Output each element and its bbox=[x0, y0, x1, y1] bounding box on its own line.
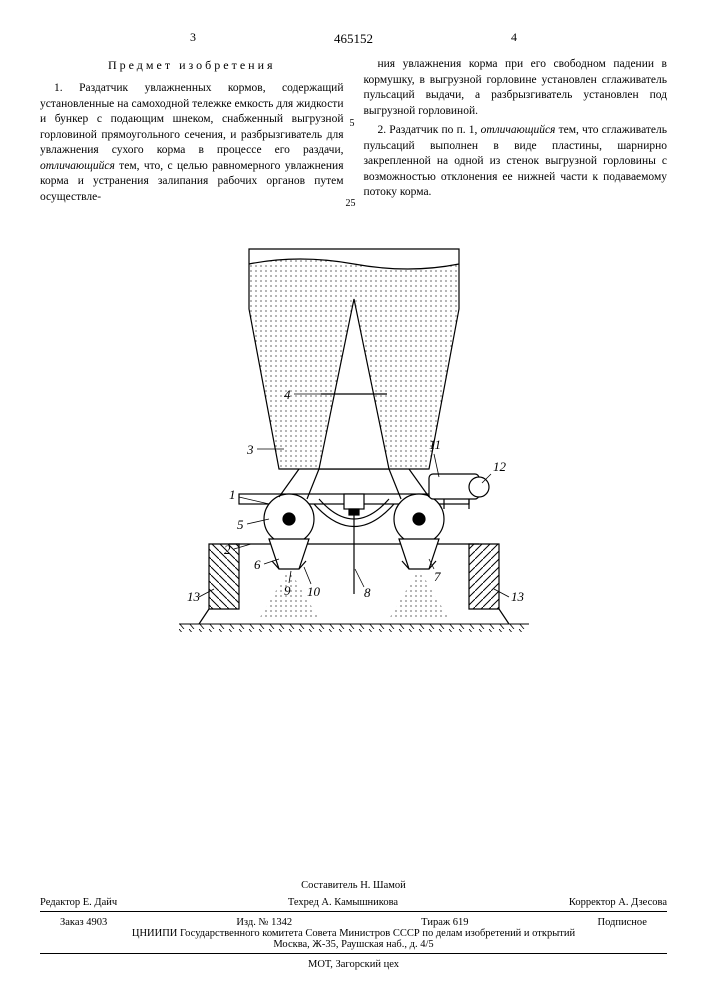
patent-number: 465152 bbox=[40, 31, 667, 47]
label-3: 3 bbox=[246, 442, 254, 457]
label-7: 7 bbox=[434, 569, 441, 584]
figure-container: 4 3 1 5 2 6 9 10 bbox=[40, 239, 667, 644]
claim2-part-b: отличающийся bbox=[481, 124, 556, 136]
left-col-num: 3 bbox=[190, 30, 196, 45]
editor: Редактор Е. Дайч bbox=[40, 897, 117, 908]
claim-1-right: ния увлажнения корма при его свободном п… bbox=[364, 57, 668, 119]
ground bbox=[179, 624, 529, 632]
gutter-number-5: 5 bbox=[350, 117, 355, 131]
label-13-left: 13 bbox=[187, 589, 201, 604]
claim1-part-b: отличающийся bbox=[40, 160, 115, 172]
label-11: 11 bbox=[429, 437, 441, 452]
claim-2: 2. Раздатчик по п. 1, отличающийся тем, … bbox=[364, 123, 668, 201]
izd-num: Изд. № 1342 bbox=[236, 917, 292, 928]
auger-right bbox=[394, 494, 444, 569]
hopper bbox=[249, 249, 459, 469]
right-column: 5 ния увлажнения корма при его свободном… bbox=[364, 57, 668, 209]
auger-left bbox=[264, 494, 314, 569]
claim2-part-a: 2. Раздатчик по п. 1, bbox=[378, 124, 481, 136]
label-6: 6 bbox=[254, 557, 261, 572]
order-num: Заказ 4903 bbox=[60, 917, 107, 928]
label-12: 12 bbox=[493, 459, 507, 474]
tech-editor: Техред А. Камышникова bbox=[288, 897, 398, 908]
claim1-part-a: 1. Раздатчик увлажненных кормов, содержа… bbox=[40, 82, 344, 156]
label-10: 10 bbox=[307, 584, 321, 599]
compiler: Составитель Н. Шамой bbox=[40, 880, 667, 891]
label-13-right: 13 bbox=[511, 589, 525, 604]
label-9: 9 bbox=[284, 583, 291, 598]
label-4: 4 bbox=[284, 387, 291, 402]
label-2: 2 bbox=[224, 542, 231, 557]
label-8: 8 bbox=[364, 585, 371, 600]
claim-1-left: 1. Раздатчик увлажненных кормов, содержа… bbox=[40, 81, 344, 205]
gutter-number-25: 25 bbox=[346, 197, 356, 211]
feed-dispenser-diagram: 4 3 1 5 2 6 9 10 bbox=[139, 239, 569, 639]
organization: ЦНИИПИ Государственного комитета Совета … bbox=[40, 928, 667, 939]
left-column: Предмет изобретения 1. Раздатчик увлажне… bbox=[40, 57, 344, 209]
footer: Составитель Н. Шамой Редактор Е. Дайч Те… bbox=[40, 880, 667, 970]
subscription: Подписное bbox=[598, 917, 647, 928]
printer: МОТ, Загорский цех bbox=[40, 959, 667, 970]
corrector: Корректор А. Дзесова bbox=[569, 897, 667, 908]
tiraj: Тираж 619 bbox=[421, 917, 468, 928]
address: Москва, Ж-35, Раушская наб., д. 4/5 bbox=[40, 939, 667, 950]
label-1: 1 bbox=[229, 487, 236, 502]
patent-page: 3 4 465152 Предмет изобретения 1. Раздат… bbox=[0, 0, 707, 1000]
section-heading: Предмет изобретения bbox=[40, 57, 344, 73]
claims-text: Предмет изобретения 1. Раздатчик увлажне… bbox=[40, 57, 667, 209]
label-5: 5 bbox=[237, 517, 244, 532]
right-col-num: 4 bbox=[511, 30, 517, 45]
